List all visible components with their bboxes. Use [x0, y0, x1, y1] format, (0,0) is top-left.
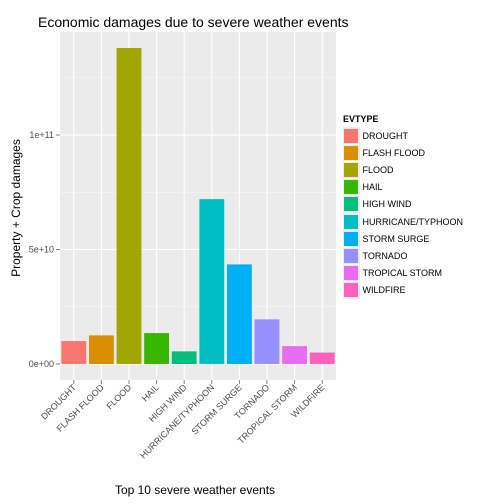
legend-swatch — [344, 145, 359, 160]
legend-item: HAIL — [343, 178, 463, 196]
legend-items: DROUGHT FLASH FLOOD FLOOD HAIL HIGH WIND HURR… — [343, 127, 463, 299]
legend-item: DROUGHT — [343, 127, 463, 144]
legend-key — [343, 230, 360, 247]
bar — [254, 319, 280, 364]
bar — [61, 341, 87, 364]
y-tick-label: 0e+00 — [29, 359, 54, 369]
bar — [282, 346, 308, 364]
bar — [116, 48, 142, 364]
legend-label: FLASH FLOOD — [362, 147, 426, 158]
legend-item: TORNADO — [343, 247, 463, 265]
legend-label: HAIL — [362, 182, 383, 193]
legend-swatch — [344, 162, 359, 177]
legend-key — [343, 264, 360, 282]
legend-key — [343, 282, 360, 299]
x-axis-title: Top 10 severe weather events — [114, 483, 276, 497]
legend-key — [343, 127, 360, 144]
legend-label: STORM SURGE — [362, 233, 430, 244]
legend-item: HIGH WIND — [343, 196, 463, 213]
legend-label: TROPICAL STORM — [362, 268, 443, 279]
legend-item: HURRICANE/TYPHOON — [343, 213, 463, 230]
bar — [144, 333, 170, 364]
legend-title: EVTYPE — [343, 114, 379, 124]
legend-key — [343, 196, 360, 213]
legend-label: WILDFIRE — [362, 285, 406, 296]
legend-label: FLOOD — [362, 164, 394, 175]
legend-item: STORM SURGE — [343, 230, 463, 247]
plot-panel — [60, 32, 336, 380]
legend-swatch — [344, 180, 359, 195]
legend-key — [343, 161, 360, 179]
x-tick-label: FLOOD — [104, 382, 133, 411]
legend: EVTYPE DROUGHT FLASH FLOOD FLOOD HAIL HIGH W… — [343, 114, 463, 299]
legend-key — [343, 213, 360, 230]
x-tick-label: HAIL — [140, 382, 161, 403]
legend-label: HIGH WIND — [362, 199, 412, 210]
x-tick-label: FLASH FLOOD — [55, 382, 107, 434]
legend-item: FLOOD — [343, 161, 463, 179]
legend-swatch — [344, 283, 359, 298]
legend-item: TROPICAL STORM — [343, 264, 463, 282]
legend-item: FLASH FLOOD — [343, 144, 463, 162]
legend-swatch — [344, 197, 359, 212]
legend-swatch — [344, 214, 359, 229]
legend-swatch — [344, 128, 359, 143]
bar — [309, 352, 335, 364]
legend-label: TORNADO — [362, 250, 408, 261]
legend-swatch — [344, 248, 359, 263]
legend-key — [343, 247, 360, 265]
y-tick-label: 5e+10 — [29, 245, 54, 255]
legend-key — [343, 178, 360, 196]
legend-swatch — [344, 266, 359, 281]
bar — [88, 335, 114, 364]
legend-label: DROUGHT — [362, 130, 409, 141]
legend-item: WILDFIRE — [343, 282, 463, 299]
y-axis-title: Property + Crop damages — [9, 139, 23, 277]
bar — [226, 264, 252, 364]
legend-swatch — [344, 231, 359, 246]
legend-label: HURRICANE/TYPHOON — [362, 216, 464, 227]
bar — [199, 199, 225, 364]
x-tick-label: STORM SURGE — [189, 382, 243, 436]
y-tick-label: 1e+11 — [29, 130, 54, 140]
chart-title: Economic damages due to severe weather e… — [38, 14, 349, 30]
legend-key — [343, 144, 360, 162]
bar — [171, 351, 197, 364]
